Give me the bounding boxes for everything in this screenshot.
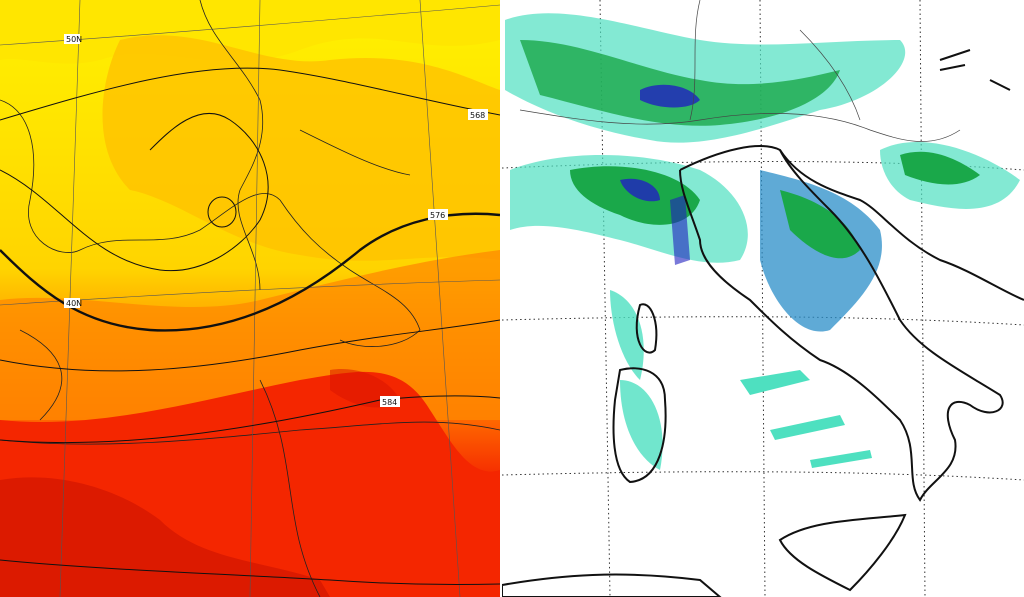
field-band: [102, 35, 500, 261]
left-map: 50N 40N 568 576 584: [0, 0, 500, 597]
label-box: [64, 298, 80, 308]
divider: [500, 0, 502, 597]
borders: [519, 0, 961, 142]
label-box: [380, 396, 400, 407]
coastlines: [502, 49, 1024, 597]
right-map: [502, 0, 1024, 597]
contours: [0, 67, 500, 586]
field-band: [0, 477, 330, 597]
latitude-label: 50N: [66, 35, 82, 44]
label-box: [468, 109, 488, 120]
contour-label: 584: [382, 398, 397, 407]
contour-label: 568: [470, 111, 485, 120]
label-box: [64, 34, 80, 44]
label-box: [428, 209, 448, 220]
latitude-label: 40N: [66, 299, 82, 308]
contour-label: 576: [430, 211, 445, 220]
precipitation: [505, 13, 1020, 470]
